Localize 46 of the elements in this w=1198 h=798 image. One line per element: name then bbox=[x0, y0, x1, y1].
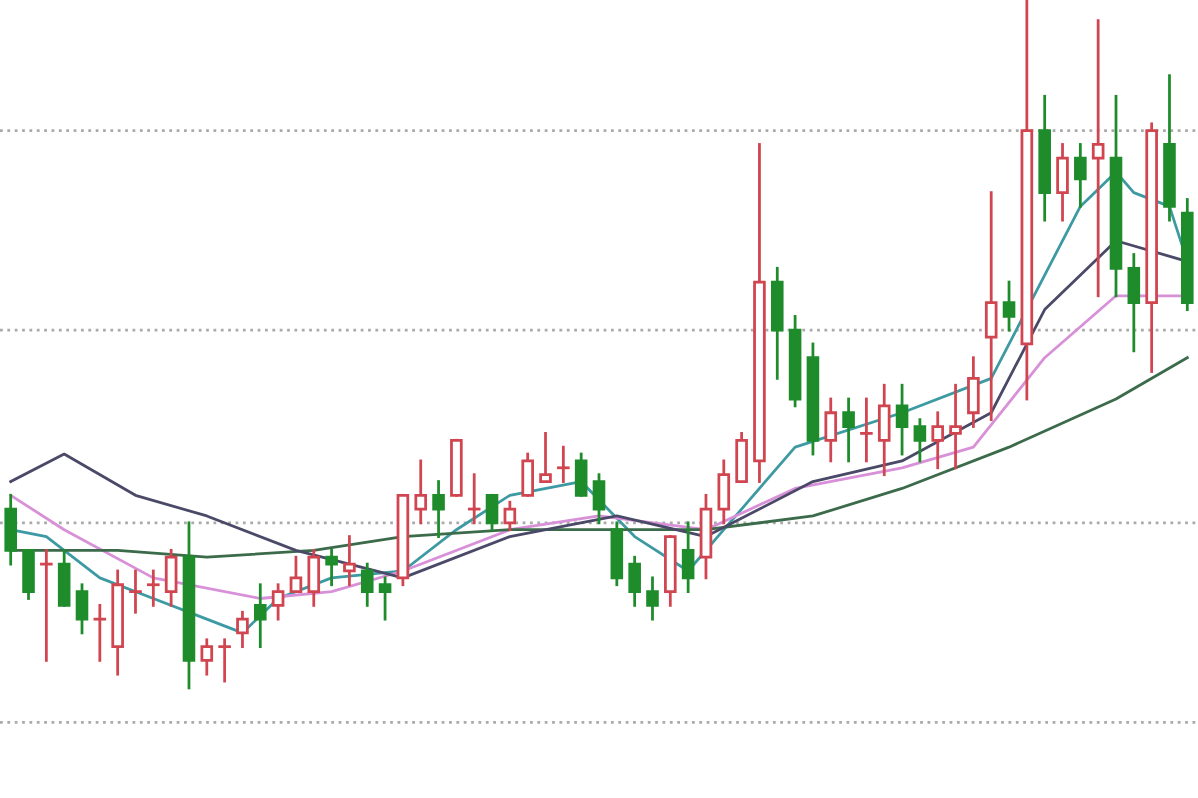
candlestick bbox=[1074, 143, 1087, 208]
candlestick bbox=[343, 535, 356, 587]
candlestick bbox=[770, 266, 784, 380]
candlestick bbox=[610, 521, 624, 587]
candlestick bbox=[1163, 74, 1176, 222]
candlestick bbox=[1109, 94, 1123, 298]
candlestick bbox=[503, 500, 517, 532]
candlestick bbox=[931, 411, 945, 470]
candlestick bbox=[681, 521, 695, 594]
candlestick bbox=[895, 383, 909, 456]
candlestick bbox=[1181, 198, 1194, 311]
candlestick bbox=[182, 521, 196, 690]
candlestick bbox=[93, 603, 107, 662]
candlestick bbox=[1145, 122, 1158, 373]
candlestick bbox=[307, 548, 321, 607]
candlestick bbox=[877, 383, 891, 477]
candlestick bbox=[717, 459, 731, 525]
candlestick bbox=[1020, 0, 1034, 401]
candlestick bbox=[860, 397, 873, 463]
candlestick bbox=[164, 548, 178, 607]
candlestick bbox=[984, 191, 998, 422]
candlestick bbox=[218, 638, 231, 683]
candlestick bbox=[325, 548, 338, 587]
candlestick bbox=[753, 143, 766, 483]
candlestick bbox=[4, 493, 17, 566]
candlestick bbox=[432, 480, 445, 538]
candlestick bbox=[147, 569, 160, 607]
candlestick bbox=[1038, 94, 1051, 222]
candlestick bbox=[111, 569, 124, 676]
candlestick bbox=[1091, 19, 1105, 298]
candlestick bbox=[360, 562, 374, 607]
candlestick bbox=[646, 576, 659, 621]
candlestick bbox=[129, 569, 142, 614]
candlestick bbox=[236, 610, 249, 649]
candlestick bbox=[200, 638, 214, 676]
candlestick bbox=[628, 555, 641, 607]
candlestick bbox=[842, 397, 855, 463]
candlestick bbox=[1127, 253, 1141, 353]
candlestick bbox=[1056, 143, 1069, 222]
candlestick bbox=[824, 397, 838, 463]
candlestick bbox=[253, 583, 267, 649]
candlestick bbox=[557, 445, 570, 483]
candlestick bbox=[40, 548, 53, 662]
candlestick bbox=[949, 383, 962, 470]
candlestick bbox=[967, 356, 980, 428]
candlestick bbox=[414, 459, 428, 525]
